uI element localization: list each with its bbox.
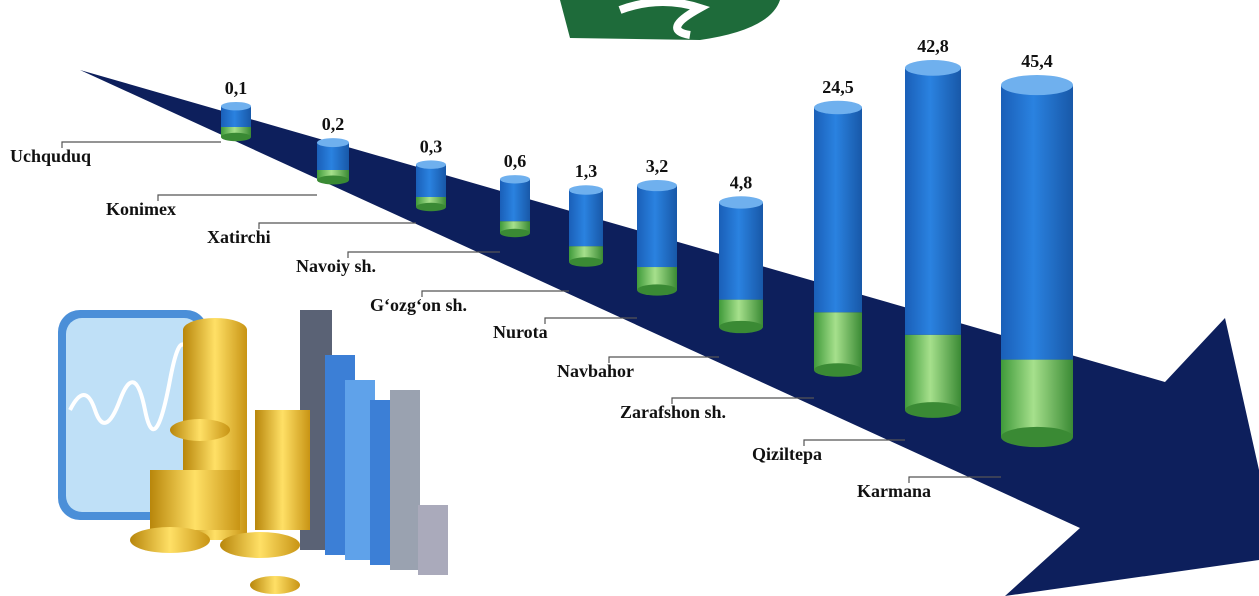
value-label: 45,4 [1021, 51, 1053, 71]
category-label: Qiziltepa [752, 444, 822, 464]
leader-line [61, 141, 221, 148]
cylinder-body [814, 107, 862, 313]
clipart [58, 310, 448, 594]
cylinder-top [416, 160, 446, 169]
cylinder-base [814, 312, 862, 370]
cylinder [637, 179, 677, 296]
cylinder [500, 175, 530, 238]
cylinder-body [221, 106, 251, 127]
cylinder-bottom [317, 175, 349, 185]
cylinder-base [637, 267, 677, 290]
cylinder-top [637, 179, 677, 192]
cylinder [719, 196, 763, 334]
leader-line [671, 397, 814, 404]
cylinder-top [569, 185, 603, 195]
cylinder-bottom [814, 363, 862, 377]
value-label: 3,2 [646, 156, 669, 176]
cylinder-bottom [905, 402, 961, 418]
value-label: 0,6 [504, 151, 527, 171]
cylinder-top [1001, 75, 1073, 96]
cylinder-top [814, 100, 862, 115]
category-label: Navoiy sh. [296, 256, 376, 276]
cylinder-bottom [1001, 426, 1073, 448]
category-label: Xatirchi [207, 227, 271, 247]
value-label: 42,8 [917, 36, 949, 56]
cylinder [416, 160, 446, 212]
category-label: Konimex [106, 199, 176, 219]
category-label: Uchquduq [10, 146, 91, 166]
leader-line [157, 194, 317, 201]
cylinder-base [500, 221, 530, 233]
cylinder-base [221, 127, 251, 137]
value-label: 4,8 [730, 172, 753, 192]
cylinder-base [317, 170, 349, 180]
cylinder-body [500, 179, 530, 222]
cylinder-body [1001, 85, 1073, 360]
value-label: 1,3 [575, 161, 598, 181]
leader-line [347, 251, 500, 258]
cylinder-base [1001, 359, 1073, 437]
category-label: Zarafshon sh. [620, 402, 726, 422]
leader-line [803, 439, 905, 446]
value-label: 0,1 [225, 78, 248, 98]
cylinder-bottom [221, 132, 251, 142]
cylinder-body [905, 67, 961, 335]
cylinder [317, 138, 349, 185]
category-label: Karmana [857, 481, 931, 501]
cylinder-top [719, 196, 763, 209]
cylinder-body [317, 142, 349, 170]
arrow [80, 70, 1259, 596]
leader-line [908, 476, 1001, 483]
cylinder [814, 100, 862, 377]
cylinder-body [569, 189, 603, 247]
cylinder-bottom [719, 320, 763, 334]
cylinder-body [719, 202, 763, 300]
category-label: Nurota [493, 322, 548, 342]
leader-line [421, 290, 569, 297]
dollar-badge [560, 0, 780, 40]
cylinder-bottom [416, 202, 446, 212]
cylinder-base [905, 334, 961, 410]
cylinder-body [416, 164, 446, 197]
value-label: 24,5 [822, 77, 854, 97]
value-label: 0,2 [322, 114, 345, 134]
cylinder-base [416, 197, 446, 207]
cylinder [221, 101, 251, 142]
cylinder-top [905, 60, 961, 76]
cylinder [1001, 75, 1073, 448]
cylinder-top [317, 138, 349, 148]
category-label: G‘ozg‘on sh. [370, 295, 467, 315]
cylinder [569, 185, 603, 267]
leader-line [608, 356, 719, 363]
dollar-sign [618, 0, 711, 39]
value-label: 0,3 [420, 136, 443, 156]
category-label: Navbahor [557, 361, 634, 381]
cylinder-bottom [500, 228, 530, 238]
cylinder-bottom [637, 284, 677, 296]
leader-line [544, 317, 637, 324]
cylinder [905, 60, 961, 418]
cylinder-bottom [569, 257, 603, 267]
cylinder-top [500, 175, 530, 184]
cylinder-body [637, 185, 677, 268]
cylinder-top [221, 101, 251, 111]
leader-line [258, 222, 416, 229]
